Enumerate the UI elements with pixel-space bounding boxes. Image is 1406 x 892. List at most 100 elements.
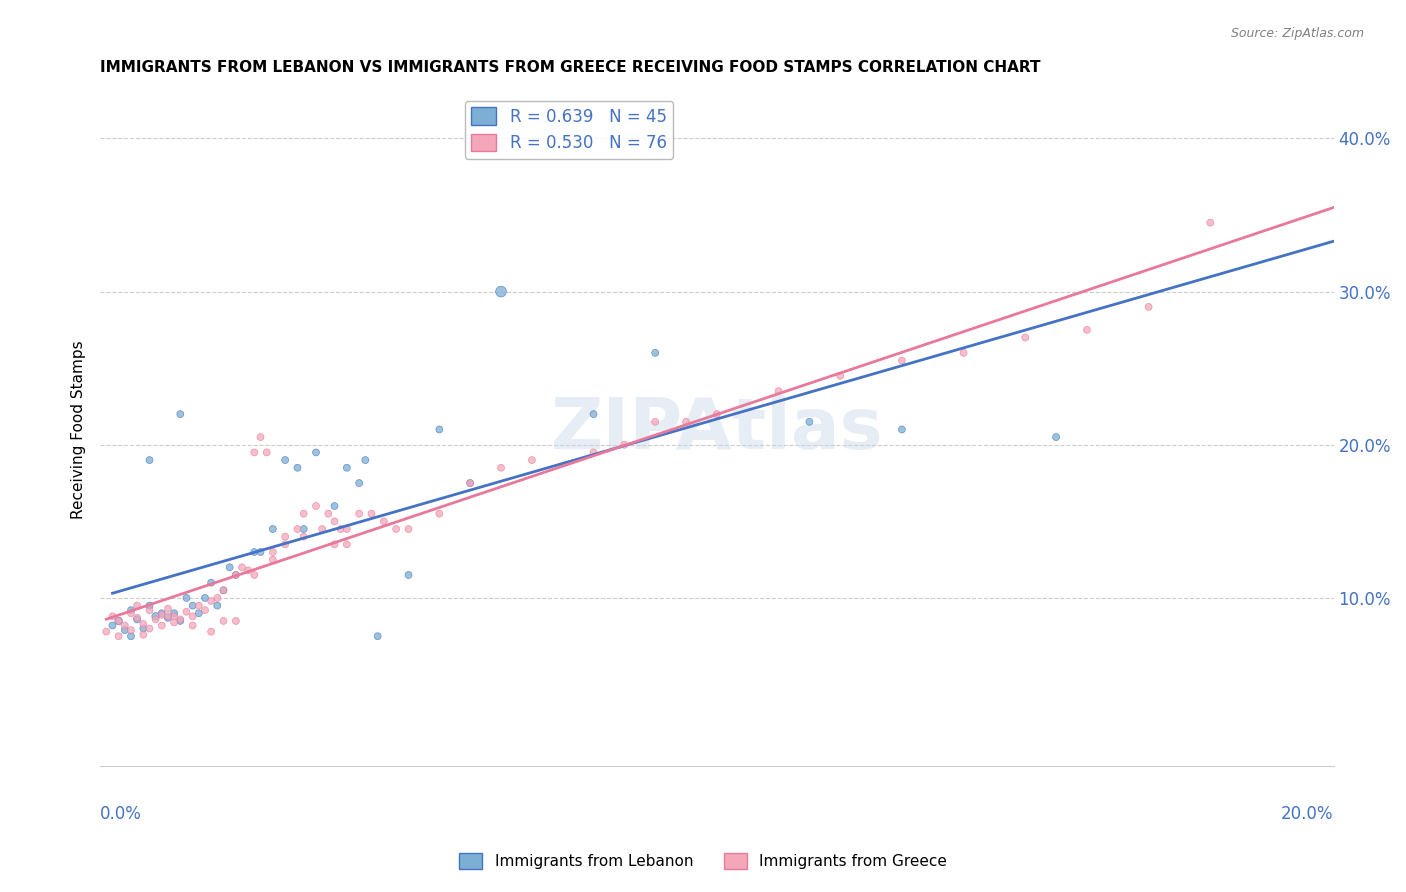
Point <box>890 422 912 436</box>
Legend: Immigrants from Lebanon, Immigrants from Greece: Immigrants from Lebanon, Immigrants from… <box>453 847 953 875</box>
Point <box>274 537 297 551</box>
Point <box>114 618 136 632</box>
Point <box>200 594 222 608</box>
Point <box>127 599 149 613</box>
Point <box>520 453 543 467</box>
Point <box>385 522 408 536</box>
Point <box>489 460 512 475</box>
Point <box>132 622 155 636</box>
Point <box>150 607 173 621</box>
Point <box>323 514 346 528</box>
Point <box>132 628 155 642</box>
Text: 20.0%: 20.0% <box>1281 805 1334 822</box>
Point <box>582 445 605 459</box>
Point <box>176 605 198 619</box>
Point <box>305 445 328 459</box>
Point <box>706 407 728 421</box>
Point <box>644 346 666 360</box>
Point <box>138 599 160 613</box>
Text: ZIPAtlas: ZIPAtlas <box>551 395 883 464</box>
Point <box>225 568 247 582</box>
Point <box>458 476 481 491</box>
Point <box>138 603 160 617</box>
Text: IMMIGRANTS FROM LEBANON VS IMMIGRANTS FROM GREECE RECEIVING FOOD STAMPS CORRELAT: IMMIGRANTS FROM LEBANON VS IMMIGRANTS FR… <box>100 60 1040 75</box>
Point <box>163 609 186 624</box>
Point <box>120 629 142 643</box>
Text: Source: ZipAtlas.com: Source: ZipAtlas.com <box>1230 27 1364 40</box>
Point <box>212 583 235 598</box>
Point <box>107 629 129 643</box>
Point <box>169 407 191 421</box>
Point <box>256 445 278 459</box>
Point <box>107 614 129 628</box>
Point <box>243 445 266 459</box>
Point <box>200 575 222 590</box>
Point <box>373 514 395 528</box>
Point <box>367 629 389 643</box>
Point <box>156 601 179 615</box>
Point <box>354 453 377 467</box>
Point <box>305 499 328 513</box>
Point <box>176 591 198 605</box>
Point <box>96 624 118 639</box>
Legend: R = 0.639   N = 45, R = 0.530   N = 76: R = 0.639 N = 45, R = 0.530 N = 76 <box>464 101 673 159</box>
Point <box>336 522 359 536</box>
Point <box>225 614 247 628</box>
Point <box>163 607 186 621</box>
Point <box>107 614 129 628</box>
Point <box>398 522 420 536</box>
Point <box>120 603 142 617</box>
Point <box>799 415 821 429</box>
Point <box>644 415 666 429</box>
Point <box>952 346 974 360</box>
Point <box>150 607 173 622</box>
Point <box>101 609 124 624</box>
Point <box>489 285 512 299</box>
Point <box>323 499 346 513</box>
Text: 0.0%: 0.0% <box>100 805 142 822</box>
Point <box>169 614 191 628</box>
Point <box>360 507 382 521</box>
Point <box>274 530 297 544</box>
Point <box>1014 330 1036 344</box>
Point <box>200 624 222 639</box>
Point <box>398 568 420 582</box>
Point <box>212 583 235 598</box>
Point <box>1137 300 1160 314</box>
Point <box>225 568 247 582</box>
Point <box>236 563 259 577</box>
Point <box>163 615 186 630</box>
Point <box>675 415 697 429</box>
Point <box>427 422 450 436</box>
Point <box>292 522 315 536</box>
Point <box>336 460 359 475</box>
Point <box>329 522 352 536</box>
Point <box>132 617 155 632</box>
Point <box>287 460 309 475</box>
Point <box>458 476 481 491</box>
Point <box>207 599 229 613</box>
Point <box>1199 216 1222 230</box>
Point <box>231 560 253 574</box>
Point <box>262 545 284 559</box>
Point <box>582 407 605 421</box>
Point <box>145 609 167 624</box>
Point <box>181 609 204 624</box>
Point <box>181 618 204 632</box>
Point <box>194 591 217 605</box>
Point <box>138 622 160 636</box>
Point <box>768 384 790 399</box>
Point <box>318 507 340 521</box>
Point <box>323 537 346 551</box>
Point <box>287 522 309 536</box>
Point <box>311 522 333 536</box>
Point <box>169 612 191 626</box>
Point <box>336 537 359 551</box>
Point <box>427 507 450 521</box>
Point <box>187 607 209 621</box>
Point <box>145 612 167 626</box>
Point <box>243 568 266 582</box>
Point <box>830 368 852 383</box>
Point <box>890 353 912 368</box>
Point <box>347 476 370 491</box>
